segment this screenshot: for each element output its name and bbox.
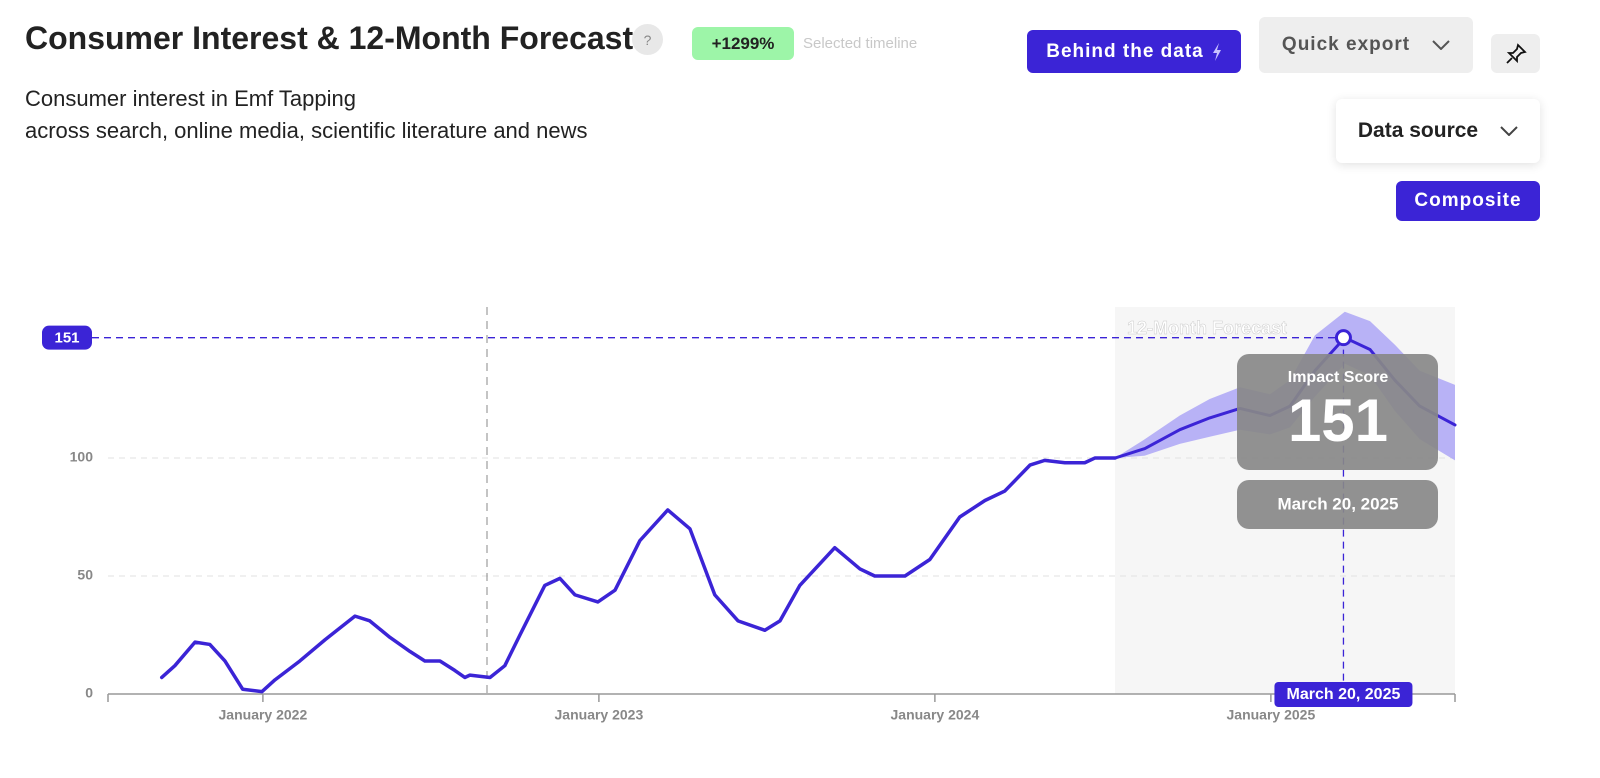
line — [160, 456, 1117, 694]
title: Consumer Interest & 12-Month Forecast — [25, 20, 634, 56]
x-tick-label: January 2024 — [891, 707, 980, 723]
date-pill — [1274, 682, 1413, 707]
value-pill — [42, 325, 92, 350]
label: Data source — [1357, 119, 1479, 142]
help[interactable]: ? — [632, 24, 663, 55]
tooltip — [1237, 354, 1438, 470]
subtitle-line: across search, online media, scientific … — [25, 118, 588, 143]
subtitle: Consumer interest in Emf Tapping across … — [25, 83, 588, 147]
tooltip-date-box — [1237, 480, 1438, 529]
pin-icon — [1505, 42, 1527, 64]
x-tick-label: January 2022 — [219, 707, 308, 723]
highlight-point — [1334, 329, 1352, 347]
tooltip-title: Impact Score — [1288, 369, 1389, 386]
tooltip-date: March 20, 2025 — [1278, 494, 1399, 513]
behind-button[interactable]: Behind the data — [1027, 30, 1241, 73]
label: Quick export — [1281, 34, 1411, 55]
x-tick-label: January 2025 — [1227, 707, 1316, 723]
change-badge: +1299% — [692, 27, 794, 60]
value-pill-label: 151 — [54, 330, 79, 347]
source-dropdown[interactable]: Data source — [1336, 99, 1540, 163]
bolt-icon — [1212, 42, 1221, 61]
subtitle-line: Consumer interest in Emf Tapping — [25, 86, 356, 111]
y-tick-label: 0 — [85, 685, 93, 701]
y-tick-label: 50 — [77, 567, 93, 583]
change-note: Selected timeline — [803, 35, 918, 52]
date-pill-label: March 20, 2025 — [1287, 686, 1401, 703]
forecast-label: 12-Month Forecast — [1127, 318, 1287, 338]
composite-button[interactable]: Composite — [1396, 181, 1540, 221]
pin-button[interactable] — [1491, 34, 1540, 73]
chevron — [1500, 126, 1518, 136]
y-tick-label: 100 — [70, 449, 94, 465]
export-button[interactable]: Quick export — [1259, 17, 1473, 73]
tooltip-value: 151 — [1288, 387, 1388, 454]
label: Behind the data — [1046, 40, 1204, 62]
x-tick-label: January 2023 — [555, 707, 644, 723]
chevron — [1432, 40, 1450, 50]
